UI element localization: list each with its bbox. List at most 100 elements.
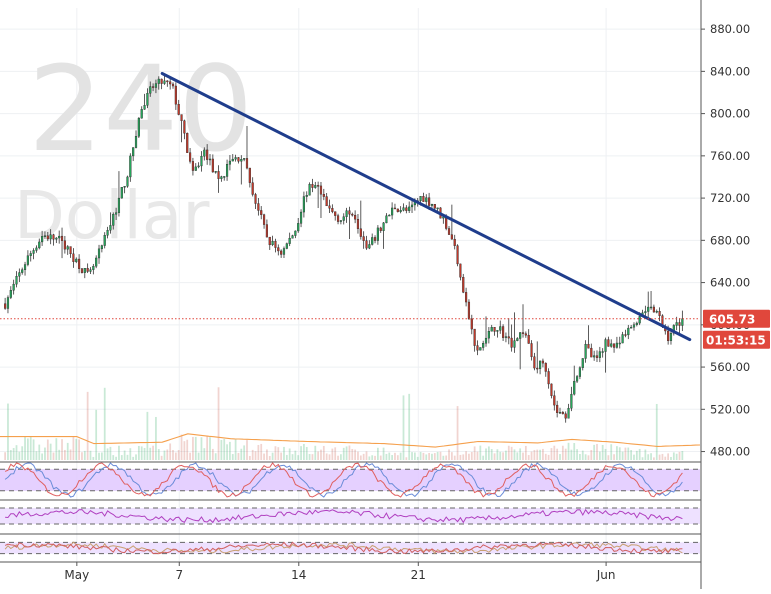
candle-body [214,171,217,173]
volume-bar [357,451,359,460]
volume-bar [106,448,109,460]
candle-body [240,159,243,162]
osc-band [0,542,700,554]
candle-body [146,93,149,106]
volume-bar [610,444,613,460]
candle-body [510,337,513,348]
volume-bar [641,457,644,460]
volume-bar [46,439,49,460]
volume-bar [522,452,524,460]
volume-bar [377,447,379,460]
volume-bar [69,449,72,460]
candle-body [317,185,320,187]
volume-bar [382,447,385,460]
volume-bar [288,448,291,460]
candles [4,74,684,423]
volume-bar [4,452,7,460]
volume-bar [251,449,254,460]
candle-body [479,347,482,351]
volume-bar [408,393,411,460]
candle-body [388,214,391,217]
candle-body [521,332,525,334]
volume-bar [394,452,396,460]
volume-bar [385,453,388,460]
candle-body [271,241,274,246]
candle-body [356,218,360,229]
candle-body [183,120,186,134]
volume-bar [499,451,502,460]
volume-bar [163,450,166,460]
candle-body [570,393,573,409]
candle-body [140,109,143,119]
candle-body [15,276,18,285]
volume-bar [550,448,553,460]
volume-bar [24,436,26,460]
candle-body [23,264,27,270]
candle-body [311,184,314,188]
candle-body [100,245,103,250]
osc-line [4,541,683,555]
candle-body [473,328,476,346]
volume-bar [331,448,334,460]
candle-body [95,257,98,267]
candle-body [538,360,542,369]
candle-body [447,228,451,235]
candle-body [282,248,286,255]
candle-body [319,185,323,195]
volume-bar [621,451,624,460]
candle-body [371,237,374,245]
candle-body [470,318,473,330]
volume-bar [547,454,550,460]
osc-band [0,469,700,491]
volume-bar [536,449,539,460]
volume-bar [311,454,314,460]
volume-bar [103,387,106,460]
axes: 0.00000.0000880.00840.00800.00760.00720.… [64,0,771,589]
volume-bar [308,454,311,460]
volume-bar [322,445,325,460]
volume-bar [505,450,507,460]
last-price-value: 605.73 [709,312,755,326]
volume-bar [485,448,487,460]
volume-bar [120,455,123,460]
time-tick-label: 14 [291,568,306,582]
volume-bar [66,442,69,460]
candle-body [18,272,21,277]
volume-bar [27,438,29,460]
candle-body [675,322,678,326]
osc-line [4,462,683,498]
candle-body [132,147,135,157]
volume-bar [300,446,302,460]
candle-body [129,155,132,178]
volume-bar [584,454,587,460]
candle-body [194,166,197,171]
candle-body [254,194,257,204]
volume-bar [226,444,228,460]
candle-body [410,204,414,208]
candle-body [632,324,636,328]
price-tick-label: 680.00 [710,233,750,247]
candle-body [72,253,75,262]
volume-bar [581,450,584,460]
time-tick-label: Jun [596,568,616,582]
candle-body [618,342,621,345]
volume-bar [544,453,547,460]
candle-body [547,371,550,385]
volume-bar [496,449,499,460]
candle-body [157,78,160,84]
candle-body [288,237,291,244]
candle-body [211,158,214,173]
candle-body [291,235,294,239]
volume-bar [89,450,92,460]
candle-body [208,158,212,161]
candle-body [35,247,38,251]
volume-bar [479,445,482,460]
candle-body [75,258,78,262]
volume-bar [192,436,194,460]
candle-body [612,343,616,348]
volume-bar [44,447,46,460]
candle-body [137,117,140,137]
candle-body [234,157,237,160]
